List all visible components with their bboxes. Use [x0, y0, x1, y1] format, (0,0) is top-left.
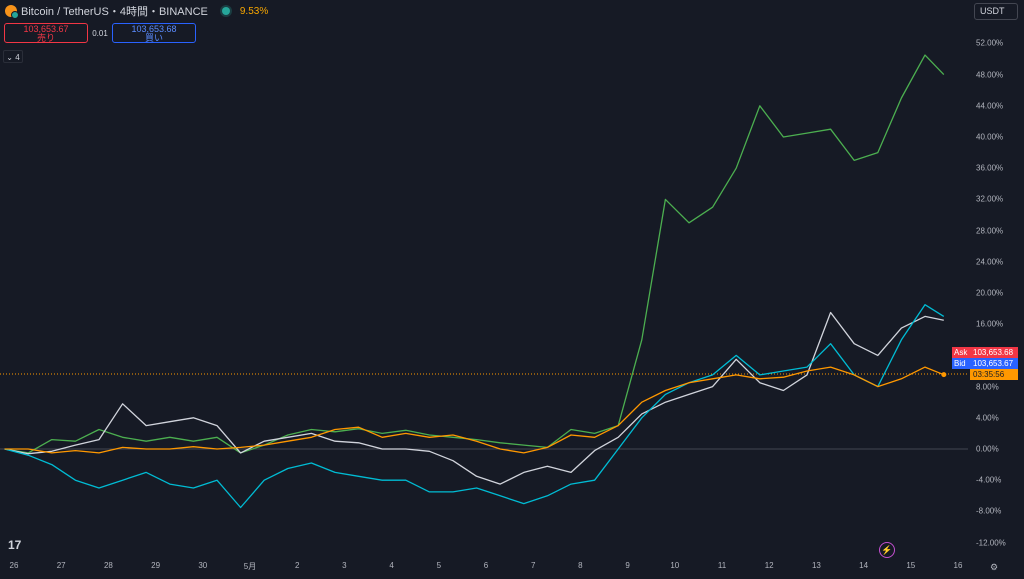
- buy-button[interactable]: 103,653.68 買い: [112, 23, 196, 43]
- series-layer: [4, 54, 945, 509]
- price-tag-value: 03:35:56: [970, 369, 1018, 380]
- time-axis-tick: 29: [151, 561, 161, 570]
- price-axis-tick: -8.00%: [976, 506, 1002, 516]
- time-axis-tick: 30: [198, 561, 208, 570]
- price-axis-tick: 32.00%: [976, 194, 1004, 204]
- price-axis-tick: 48.00%: [976, 70, 1004, 80]
- currency-label: USDT: [980, 6, 1005, 16]
- lightning-icon[interactable]: ⚡: [879, 542, 895, 558]
- price-axis-tick: 4.00%: [976, 413, 999, 423]
- price-axis-tick: 44.00%: [976, 101, 1004, 111]
- price-axis-tick: -12.00%: [976, 538, 1006, 548]
- buy-label: 買い: [144, 33, 163, 43]
- series-line-1[interactable]: [4, 311, 944, 485]
- time-axis-tick: 10: [670, 561, 680, 570]
- price-axis-tick: 52.00%: [976, 38, 1004, 48]
- change-percent: 9.53%: [239, 5, 269, 17]
- time-axis-tick: 6: [483, 561, 489, 570]
- price-tag-value: 103,653.67: [970, 358, 1018, 369]
- trade-panel: 103,653.67 売り 0.01 103,653.68 買い: [4, 23, 196, 43]
- series-line-0[interactable]: [4, 54, 945, 454]
- price-axis-tick: 28.00%: [976, 226, 1004, 236]
- time-axis-tick: 12: [764, 561, 774, 570]
- time-axis-tick: 28: [103, 561, 113, 570]
- time-axis-tick: 7: [530, 561, 536, 570]
- sell-price: 103,653.67: [23, 24, 69, 34]
- time-axis-tick: 5月: [243, 562, 257, 571]
- time-axis-tick: 5: [436, 561, 442, 570]
- market-status-icon[interactable]: [221, 7, 230, 15]
- time-axis-tick: 14: [859, 561, 869, 570]
- indicators-toggle-button[interactable]: ⌄ 4: [3, 50, 23, 63]
- price-axis-tick: 0.00%: [976, 444, 999, 454]
- sell-label: 売り: [36, 33, 55, 43]
- time-axis-tick: 11: [717, 561, 727, 570]
- time-axis-tick: 9: [625, 561, 630, 570]
- series-line-2[interactable]: [4, 304, 945, 509]
- time-axis-tick: 4: [389, 561, 394, 570]
- spread-value: 0.01: [92, 28, 108, 38]
- chevron-down-icon: ⌄: [6, 53, 13, 62]
- time-axis-tick: 27: [56, 561, 66, 570]
- price-axis-tick: 8.00%: [976, 382, 999, 392]
- currency-select[interactable]: USDT: [974, 3, 1018, 20]
- time-axis-tick: 13: [811, 561, 821, 570]
- time-axis-tick: 8: [578, 561, 583, 570]
- price-axis-tick: 20.00%: [976, 288, 1004, 298]
- price-axis-tick: 36.00%: [976, 163, 1004, 173]
- sell-button[interactable]: 103,653.67 売り: [4, 23, 88, 43]
- price-tag-value: 103,653.68: [970, 347, 1018, 358]
- price-axis-tick: 16.00%: [976, 319, 1004, 329]
- indicators-count: 4: [15, 53, 20, 62]
- price-axis-tick: 24.00%: [976, 257, 1004, 267]
- price-tag-name: Bid: [952, 358, 970, 369]
- time-axis-tick: 26: [9, 561, 19, 570]
- price-axis-tick: -4.00%: [976, 475, 1002, 485]
- series-line-3[interactable]: [4, 366, 945, 454]
- last-value-dot: [941, 372, 947, 378]
- time-axis-tick: 15: [906, 561, 916, 570]
- symbol-header: Bitcoin / TetherUS・4時間・BINANCE 9.53%: [0, 0, 960, 22]
- gear-icon[interactable]: ⚙: [990, 562, 999, 572]
- price-tag-name: Ask: [952, 347, 970, 358]
- time-axis-tick: 16: [953, 561, 963, 570]
- bitcoin-icon: [5, 5, 19, 19]
- time-axis-tick: 3: [342, 561, 347, 570]
- buy-price: 103,653.68: [131, 24, 177, 34]
- tradingview-logo-icon[interactable]: 17: [8, 538, 22, 552]
- time-axis-tick: 2: [294, 561, 300, 570]
- price-axis-tick: 40.00%: [976, 132, 1004, 142]
- symbol-title[interactable]: Bitcoin / TetherUS・4時間・BINANCE: [21, 6, 208, 18]
